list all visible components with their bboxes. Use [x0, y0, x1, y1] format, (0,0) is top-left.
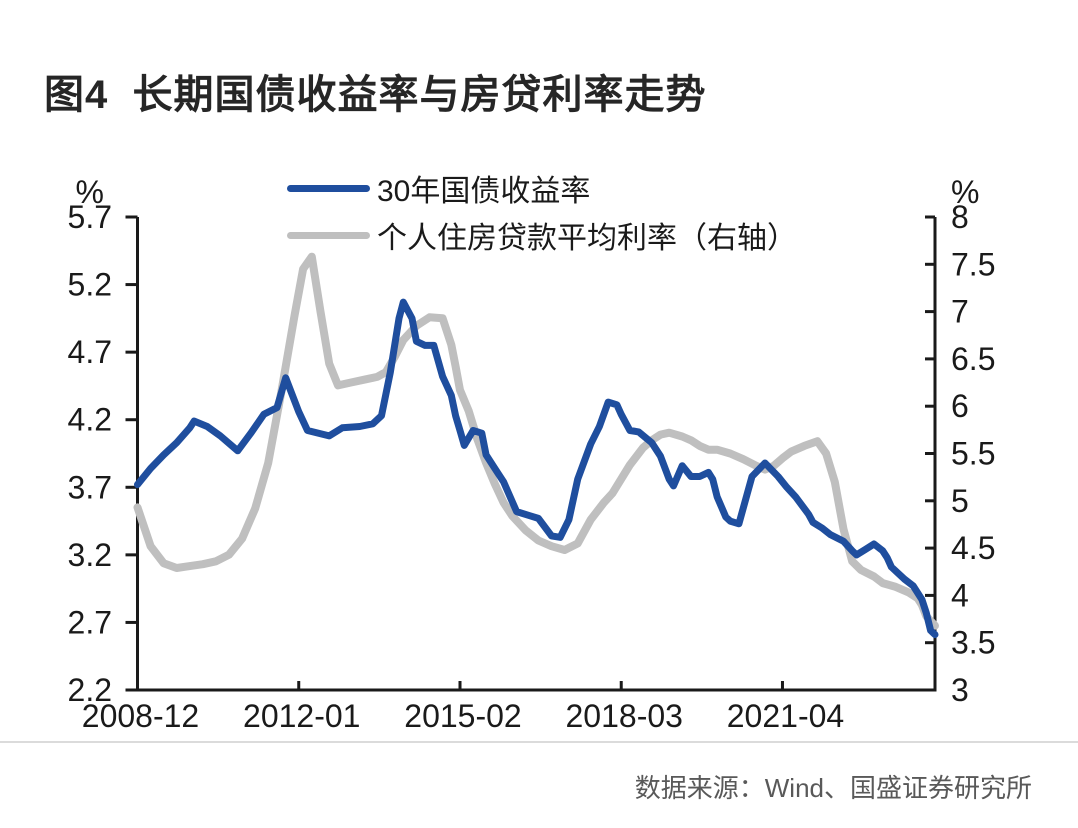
right-axis-tick-label: 5.5 — [951, 436, 995, 472]
x-axis-tick-label: 2021-04 — [727, 698, 844, 734]
left-axis-tick-label: 5.7 — [68, 199, 112, 235]
x-axis-tick-label: 2018-03 — [566, 698, 683, 734]
right-axis-tick-label: 4 — [951, 577, 969, 613]
mortgage-rate-series-line — [133, 252, 939, 630]
left-axis-tick-label: 5.2 — [68, 267, 112, 303]
legend-item-mortgage-rate: 个人住房贷款平均利率（右轴） — [287, 219, 797, 255]
left-axis-tick-label: 2.2 — [68, 672, 112, 708]
figure-title: 图4 长期国债收益率与房贷利率走势 — [44, 73, 707, 117]
bond-yield-line-swatch — [287, 184, 370, 192]
mortgage-rate-line-swatch — [287, 231, 370, 239]
right-axis-tick-label: 6.5 — [951, 341, 995, 377]
divider-line — [0, 741, 1078, 743]
right-axis-tick-label: 8 — [951, 199, 969, 235]
legend-label: 30年国债收益率 — [377, 175, 591, 208]
left-axis-tick-label: 4.7 — [68, 334, 112, 370]
right-axis-unit-label: % — [951, 174, 979, 210]
left-axis-tick-label: 3.7 — [68, 469, 112, 505]
right-axis-tick-label: 7 — [951, 294, 969, 330]
x-axis-tick-label: 2008-12 — [82, 698, 199, 734]
legend-item-bond-yield: 30年国债收益率 — [287, 172, 797, 208]
x-axis-tick-label: 2012-01 — [243, 698, 360, 734]
bond-yield-series-line — [134, 298, 939, 639]
x-axis-tick-label: 2015-02 — [404, 698, 521, 734]
chart-legend: 30年国债收益率 个人住房贷款平均利率（右轴） — [287, 172, 797, 266]
right-axis-tick-label: 3 — [951, 672, 969, 708]
right-axis-tick-label: 6 — [951, 388, 969, 424]
legend-label: 个人住房贷款平均利率（右轴） — [377, 222, 797, 255]
left-axis-tick-label: 2.7 — [68, 604, 112, 640]
right-axis-tick-label: 7.5 — [951, 246, 995, 282]
right-axis-tick-label: 5 — [951, 483, 969, 519]
right-axis-tick-label: 3.5 — [951, 625, 995, 661]
left-axis-unit-label: % — [76, 174, 104, 210]
left-axis-tick-label: 3.2 — [68, 537, 112, 573]
right-axis-tick-label: 4.5 — [951, 530, 995, 566]
left-axis-tick-label: 4.2 — [68, 402, 112, 438]
source-note: 数据来源：Wind、国盛证券研究所 — [634, 773, 1032, 803]
